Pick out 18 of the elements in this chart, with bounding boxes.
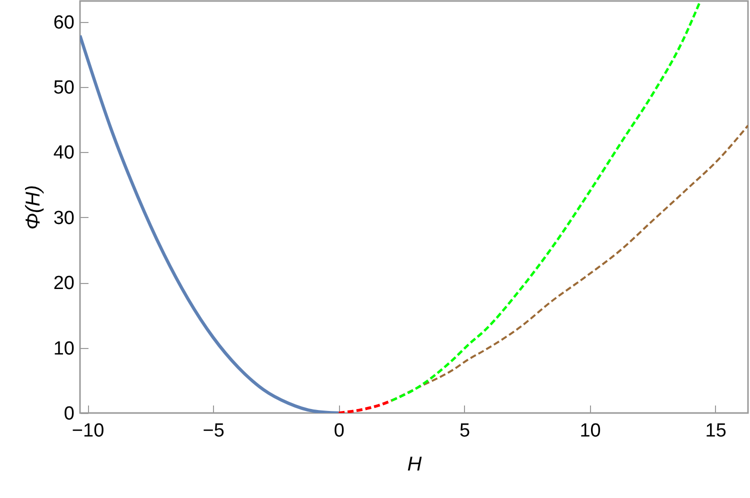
x-tick-label: −10 (72, 420, 104, 442)
y-tick-label: 40 (53, 142, 74, 164)
y-tick-label: 60 (53, 12, 74, 34)
y-tick-label: 50 (53, 78, 74, 99)
y-tick-label: 0 (64, 404, 74, 424)
x-axis-title: H (407, 454, 422, 476)
x-tick-label: 10 (580, 420, 601, 442)
y-tick-label: 30 (53, 208, 74, 229)
line-series (390, 1, 702, 402)
line-series (337, 399, 393, 413)
y-tick-label: 10 (53, 338, 74, 360)
x-tick-label: 5 (459, 420, 470, 442)
x-tick-label: −5 (202, 420, 224, 442)
line-series (80, 34, 340, 413)
x-tick-label: 15 (705, 420, 726, 442)
x-tick-label: 0 (334, 420, 344, 442)
y-axis-title: Φ(H) (22, 185, 44, 230)
y-tick-label: 20 (53, 273, 74, 294)
